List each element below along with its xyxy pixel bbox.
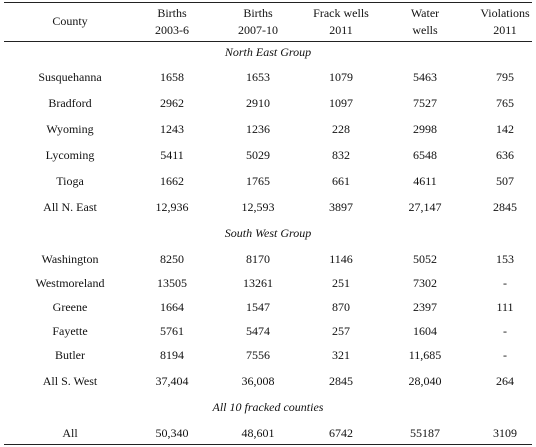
column-header: Frack wells — [313, 6, 369, 20]
table-cell: 1765 — [246, 174, 270, 188]
table-cell: 1236 — [246, 122, 270, 136]
table-cell: 5474 — [246, 324, 270, 338]
table-cell: 3109 — [493, 426, 517, 440]
table-cell: 1079 — [329, 70, 353, 84]
group-title: All 10 fracked counties — [212, 400, 324, 414]
table-cell: 7556 — [246, 348, 270, 362]
county-name: All N. East — [43, 200, 97, 214]
table-cell: 7302 — [413, 276, 437, 290]
table-cell: 2397 — [413, 300, 437, 314]
table-cell: 5029 — [246, 148, 270, 162]
column-header: County — [52, 14, 88, 28]
column-header: 2011 — [329, 23, 353, 37]
table-cell: 2910 — [246, 96, 270, 110]
county-name: Tioga — [56, 174, 84, 188]
table-cell: 13261 — [243, 276, 273, 290]
county-name: Bradford — [48, 96, 92, 110]
column-header: Violations — [480, 6, 530, 20]
table-cell: 7527 — [413, 96, 437, 110]
table-cell: 55187 — [410, 426, 440, 440]
county-name: Butler — [55, 348, 85, 362]
table-cell: 832 — [332, 148, 350, 162]
column-header: Births — [243, 6, 273, 20]
table-cell: 870 — [332, 300, 350, 314]
county-name: Wyoming — [46, 122, 94, 136]
county-name: Westmoreland — [35, 276, 105, 290]
header-rule — [4, 41, 532, 42]
table-cell: 1658 — [160, 70, 184, 84]
table-cell: 321 — [332, 348, 350, 362]
table-cell: 8250 — [160, 252, 184, 266]
table-cell: 153 — [496, 252, 514, 266]
column-header: 2011 — [493, 23, 517, 37]
table-cell: 8194 — [160, 348, 184, 362]
county-name: Greene — [52, 300, 88, 314]
group-title: South West Group — [224, 226, 312, 240]
county-name: Fayette — [52, 324, 88, 338]
table-cell: 2998 — [413, 122, 437, 136]
column-header: wells — [412, 23, 438, 37]
table-cell: 264 — [496, 374, 514, 388]
county-name: All S. West — [42, 374, 98, 388]
table-cell: 636 — [496, 148, 514, 162]
table-cell: 2962 — [160, 96, 184, 110]
county-name: Washington — [41, 252, 99, 266]
county-name: All — [62, 426, 78, 440]
bottom-rule — [4, 444, 532, 445]
table-cell: 1097 — [329, 96, 353, 110]
table-cell: 5463 — [413, 70, 437, 84]
table-cell: 142 — [496, 122, 514, 136]
table-cell: 1664 — [160, 300, 184, 314]
table-cell: 251 — [332, 276, 350, 290]
table-cell: - — [503, 324, 507, 338]
top-rule — [4, 2, 532, 3]
table-cell: 228 — [332, 122, 350, 136]
table-cell: 4611 — [413, 174, 437, 188]
table-cell: 507 — [496, 174, 514, 188]
group-title: North East Group — [224, 45, 312, 59]
column-header: Water — [410, 6, 440, 20]
table-cell: 5052 — [413, 252, 437, 266]
county-name: Susquehanna — [38, 70, 102, 84]
table-cell: 6742 — [329, 426, 353, 440]
county-name: Lycoming — [45, 148, 95, 162]
table-cell: 12,936 — [155, 200, 189, 214]
table-cell: 765 — [496, 96, 514, 110]
table-cell: 1243 — [160, 122, 184, 136]
table-cell: 11,685 — [408, 348, 442, 362]
table-cell: 661 — [332, 174, 350, 188]
table-cell: 795 — [496, 70, 514, 84]
table-cell: 1547 — [246, 300, 270, 314]
table-cell: 8170 — [246, 252, 270, 266]
table-cell: 1146 — [329, 252, 353, 266]
table-cell: 1662 — [160, 174, 184, 188]
table-cell: 5411 — [160, 148, 184, 162]
table-cell: 48,601 — [241, 426, 275, 440]
column-header: 2003-6 — [155, 23, 189, 37]
column-header: 2007-10 — [238, 23, 278, 37]
table-cell: 2845 — [493, 200, 517, 214]
table-cell: 1604 — [413, 324, 437, 338]
table-cell: 2845 — [329, 374, 353, 388]
table-cell: 36,008 — [241, 374, 275, 388]
table-cell: 5761 — [160, 324, 184, 338]
table-cell: 111 — [496, 300, 514, 314]
table-cell: 28,040 — [408, 374, 442, 388]
table-cell: 13505 — [157, 276, 187, 290]
table-cell: 37,404 — [155, 374, 189, 388]
table-cell: - — [503, 348, 507, 362]
column-header: Births — [157, 6, 187, 20]
table-cell: 257 — [332, 324, 350, 338]
table-cell: - — [503, 276, 507, 290]
table-cell: 12,593 — [241, 200, 275, 214]
table-cell: 50,340 — [155, 426, 189, 440]
table-cell: 3897 — [329, 200, 353, 214]
table-cell: 6548 — [413, 148, 437, 162]
table-cell: 1653 — [246, 70, 270, 84]
table-cell: 27,147 — [408, 200, 442, 214]
